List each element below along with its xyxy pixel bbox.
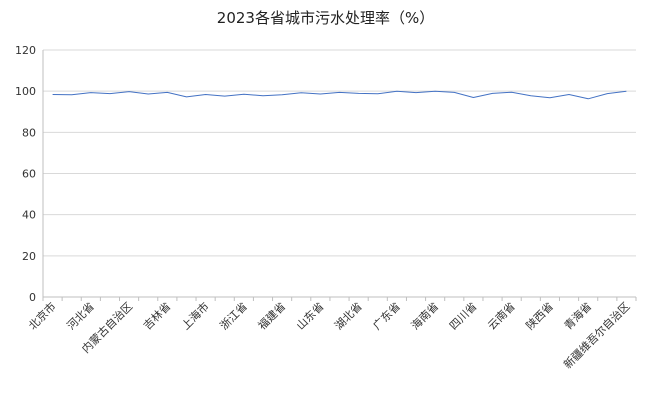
data-point [50, 92, 55, 97]
data-point [127, 89, 132, 94]
data-point [318, 92, 323, 97]
x-tick-label: 海南省 [408, 299, 441, 332]
y-tick-label: 100 [15, 85, 36, 98]
data-point [280, 92, 285, 97]
x-tick-label: 云南省 [485, 300, 518, 333]
data-point [260, 93, 265, 98]
data-point [107, 91, 112, 96]
y-tick-label: 80 [22, 126, 36, 139]
x-tick-label: 新疆维吾尔自治区 [560, 299, 632, 371]
x-tick-label: 陕西省 [523, 299, 556, 332]
data-point [490, 91, 495, 96]
y-tick-labels: 0 20 40 60 80 100 120 [15, 44, 36, 304]
data-point [375, 91, 380, 96]
data-point [203, 92, 208, 97]
data-point [146, 92, 151, 97]
y-tick-label: 0 [29, 291, 36, 304]
data-point [528, 93, 533, 98]
series-layer [50, 89, 629, 101]
x-tick-label: 河北省 [64, 300, 97, 333]
data-point [452, 90, 457, 95]
data-point [69, 92, 74, 97]
data-point [222, 94, 227, 99]
data-point [165, 90, 170, 95]
series-line [52, 90, 627, 100]
x-tick-label: 上海市 [178, 299, 211, 332]
x-tick-label: 北京市 [25, 299, 58, 332]
data-point [299, 90, 304, 95]
x-tick-label: 四川省 [447, 300, 480, 333]
x-tick-label: 青海省 [561, 299, 594, 332]
x-tick-label: 福建省 [255, 299, 288, 332]
chart-title: 2023各省城市污水处理率（%） [216, 9, 435, 27]
y-tick-label: 120 [15, 44, 36, 57]
data-point [414, 90, 419, 95]
data-point [471, 95, 476, 100]
x-tick-label: 山东省 [294, 300, 327, 333]
data-point [567, 92, 572, 97]
data-point [337, 90, 342, 95]
x-tick-labels: 北京市 河北省内蒙古自治区 吉林省 上海市 浙江省 福建省 山东省 湖北省 广东省 海南省 四川省云… [25, 299, 632, 371]
data-point [605, 91, 610, 96]
data-point [184, 94, 189, 99]
data-point [433, 89, 438, 94]
x-tick-label: 浙江省 [217, 300, 250, 333]
gridlines [43, 49, 636, 257]
y-tick-label: 20 [22, 250, 36, 263]
data-point [509, 90, 514, 95]
x-tick-label: 广东省 [370, 300, 403, 333]
data-point [547, 95, 552, 100]
data-point [624, 89, 629, 94]
data-point [88, 90, 93, 95]
x-tick-label: 湖北省 [332, 300, 365, 333]
axes [42, 50, 637, 301]
data-point [356, 91, 361, 96]
data-point [241, 92, 246, 97]
x-tick-label: 吉林省 [140, 299, 173, 332]
y-tick-label: 60 [22, 168, 36, 181]
y-tick-label: 40 [22, 209, 36, 222]
data-point [394, 89, 399, 94]
data-point [586, 96, 591, 101]
